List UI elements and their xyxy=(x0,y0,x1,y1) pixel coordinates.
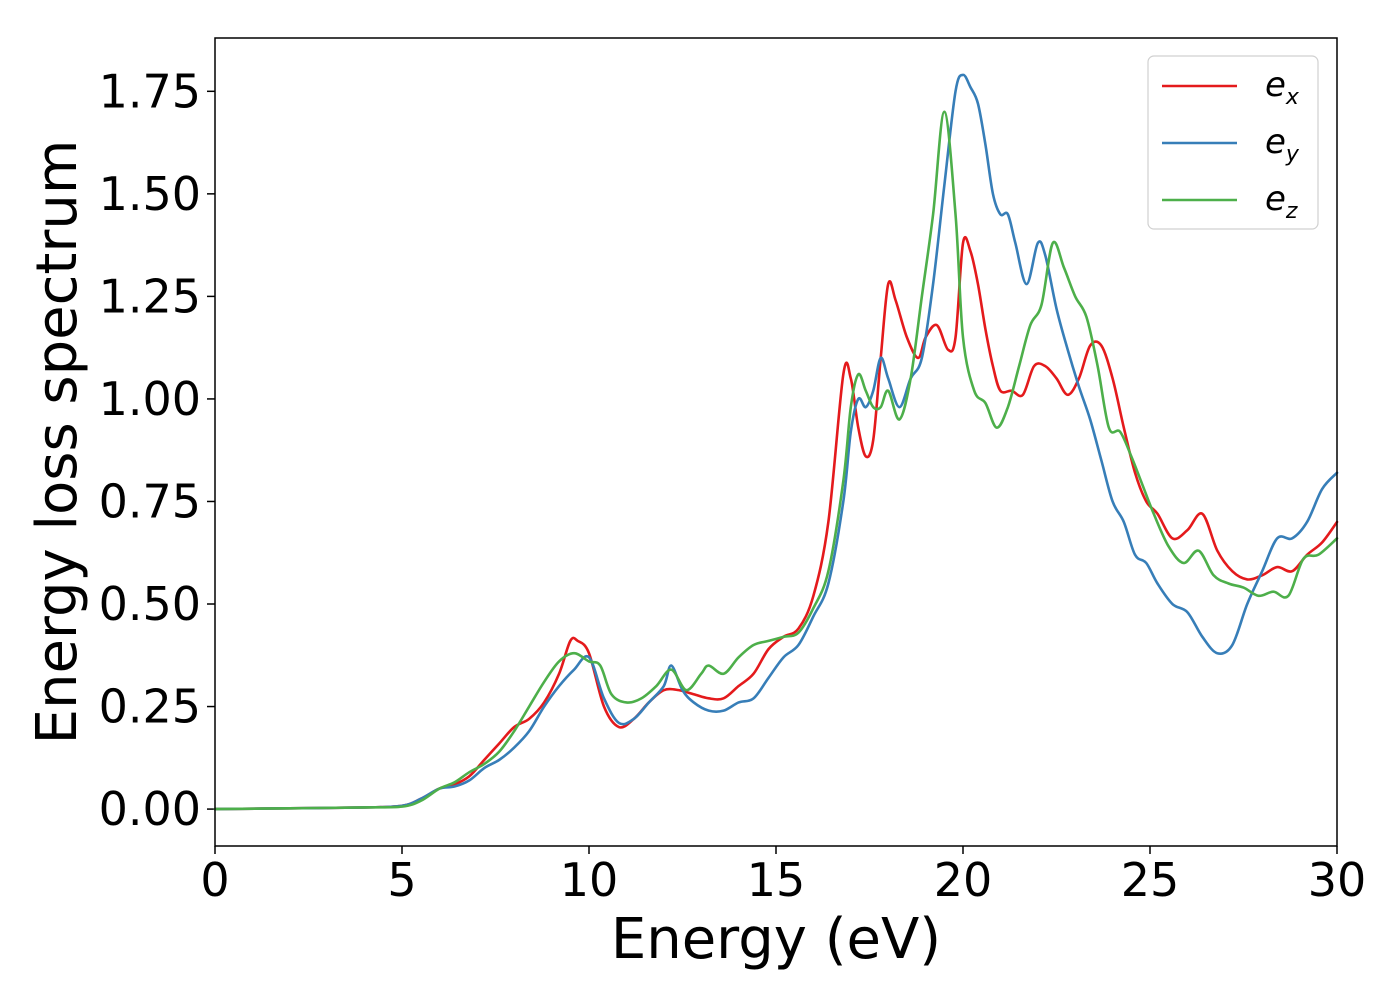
legend-label-y: ey xyxy=(1265,122,1300,167)
x-tick-label: 30 xyxy=(1308,853,1367,907)
x-tick-label: 25 xyxy=(1121,853,1180,907)
y-tick-label: 0.00 xyxy=(99,782,201,836)
y-axis-title: Energy loss spectrum xyxy=(25,140,90,745)
series-line-z xyxy=(213,110,1339,811)
y-tick-label: 0.25 xyxy=(99,680,201,734)
legend-label-subscript: y xyxy=(1285,142,1300,167)
plot-frame xyxy=(214,37,1338,847)
x-tick-label: 20 xyxy=(934,853,993,907)
x-tick-label: 10 xyxy=(560,853,619,907)
x-tick-label: 15 xyxy=(747,853,806,907)
y-tick-label: 1.75 xyxy=(99,64,201,118)
legend-label-base: e xyxy=(1265,179,1286,219)
x-axis-title: Energy (eV) xyxy=(611,907,941,972)
y-tick-label: 1.00 xyxy=(99,372,201,426)
series-line-x xyxy=(213,236,1339,811)
ticks-layer: 0 5 10 15 20 25 30 0.00 0.25 0.50 0.75 1.00 1.25 1.50… xyxy=(99,64,1367,907)
y-tick-label: 1.50 xyxy=(99,167,201,221)
x-tick-label: 0 xyxy=(200,853,229,907)
legend-label-base: e xyxy=(1265,122,1286,162)
y-tick-label: 0.75 xyxy=(99,474,201,528)
y-tick-label: 0.50 xyxy=(99,577,201,631)
legend-label-base: e xyxy=(1265,65,1286,105)
legend-label-subscript: x xyxy=(1285,85,1300,110)
legend-label-z: ez xyxy=(1265,179,1298,224)
legend-label-x: ex xyxy=(1265,65,1300,110)
series-line-y xyxy=(213,73,1339,811)
x-tick-label: 5 xyxy=(387,853,416,907)
legend-label-subscript: z xyxy=(1285,199,1298,224)
y-tick-label: 1.25 xyxy=(99,269,201,323)
series-layer xyxy=(213,73,1339,811)
